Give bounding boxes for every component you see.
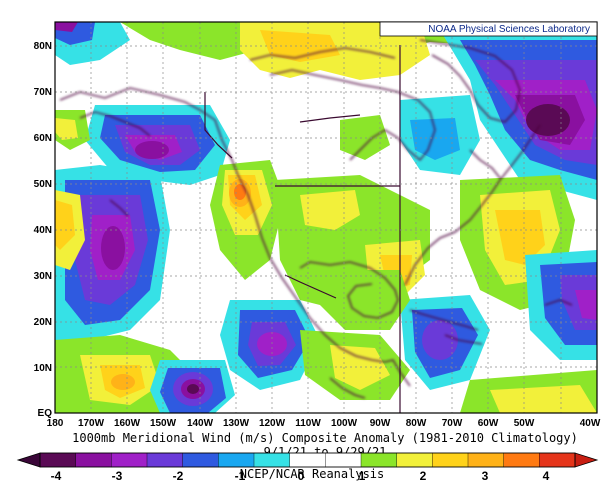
- lon-label: 110W: [295, 418, 321, 429]
- lat-label: 40N: [34, 225, 52, 236]
- colorbar-cell: [360, 452, 398, 468]
- lon-label: 120W: [259, 418, 286, 429]
- colorbar-arrow-right: [574, 452, 599, 468]
- graticule: [55, 22, 597, 413]
- colorbar-label: 1: [359, 469, 366, 483]
- lon-label: 130W: [223, 418, 250, 429]
- lon-label: 180: [47, 418, 64, 429]
- lat-label: 50N: [34, 179, 52, 190]
- colorbar-cell: [182, 452, 219, 468]
- colorbar-cells: [39, 452, 576, 468]
- lon-label: 150W: [150, 418, 177, 429]
- colorbar-cell: [325, 452, 362, 468]
- map-plot-area: [55, 22, 597, 413]
- anomaly-contours: [55, 22, 597, 413]
- colorbar-cell: [432, 452, 469, 468]
- lat-label: 30N: [34, 271, 52, 282]
- colorbar-cell: [253, 452, 291, 468]
- lon-label: 170W: [78, 418, 105, 429]
- data-source: NCEP/NCAR Reanalysis: [240, 467, 385, 481]
- map-title: 1000mb Meridional Wind (m/s) Composite A…: [72, 431, 578, 445]
- lon-label: 60W: [478, 418, 499, 429]
- lat-label: 80N: [34, 41, 52, 52]
- lon-label: 50W: [514, 418, 535, 429]
- colorbar-arrow-left: [16, 452, 41, 468]
- colorbar-cell: [503, 452, 540, 468]
- colorbar-cell: [39, 452, 77, 468]
- colorbar-cell: [111, 452, 148, 468]
- lon-label: 90W: [370, 418, 391, 429]
- map-frame: [54, 21, 598, 414]
- latitude-labels: EQ 10N 20N 30N 40N 50N 60N 70N 80N: [34, 41, 53, 419]
- credit-box: NOAA Physical Sciences Laboratory: [379, 21, 598, 37]
- lon-label: 140W: [187, 418, 214, 429]
- colorbar-cell: [218, 452, 255, 468]
- colorbar-label: 0: [298, 469, 305, 483]
- colorbar-label: 2: [420, 469, 427, 483]
- lon-label: 40W: [580, 418, 601, 429]
- borders: [204, 45, 401, 413]
- lon-label: 70W: [442, 418, 463, 429]
- colorbar-cell: [467, 452, 505, 468]
- lon-label: 160W: [114, 418, 141, 429]
- credit-text: NOAA Physical Sciences Laboratory: [428, 24, 590, 35]
- colorbar-cell: [289, 452, 326, 468]
- colorbar-cell: [75, 452, 112, 468]
- lat-label: 10N: [34, 363, 52, 374]
- colorbar-label: 4: [543, 469, 550, 483]
- colorbar-label: -1: [235, 469, 246, 483]
- colorbar-label: -4: [51, 469, 62, 483]
- lat-label: 60N: [34, 133, 52, 144]
- colorbar-label: -2: [173, 469, 184, 483]
- coastlines: [59, 39, 573, 399]
- lon-label: 100W: [331, 418, 358, 429]
- lat-label: EQ: [38, 408, 53, 419]
- lat-label: 20N: [34, 317, 52, 328]
- colorbar-labels: -4 -3 -2 -1 0 1 2 3 4: [51, 469, 550, 483]
- lat-label: 70N: [34, 87, 52, 98]
- colorbar-cell: [396, 452, 433, 468]
- colorbar-label: -3: [112, 469, 123, 483]
- lon-label: 80W: [406, 418, 427, 429]
- colorbar-cell: [539, 452, 576, 468]
- colorbar: -4 -3 -2 -1 0 1 2 3 4 NCEP/NCAR Reanalys…: [16, 452, 599, 483]
- colorbar-cell: [146, 452, 184, 468]
- longitude-labels: 180 170W 160W 150W 140W 130W 120W 110W 1…: [47, 418, 601, 429]
- colorbar-label: 3: [482, 469, 489, 483]
